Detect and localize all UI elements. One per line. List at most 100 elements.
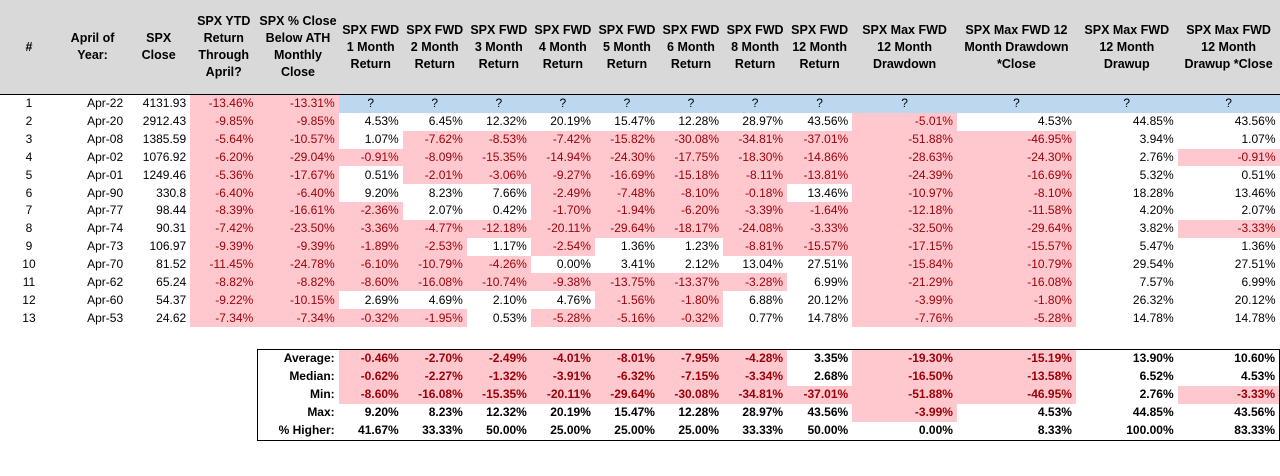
table-cell: 0.00% bbox=[556, 257, 591, 272]
table-cell: 2.10% bbox=[492, 292, 527, 307]
table-cell: Apr-01 bbox=[87, 167, 124, 182]
table-cell: 1249.46 bbox=[142, 167, 187, 182]
table-cell: -6.40% bbox=[257, 184, 339, 203]
summary-value: 4.53% bbox=[1037, 405, 1072, 420]
table-cell: -29.04% bbox=[257, 148, 339, 167]
table-cell: -8.82% bbox=[257, 273, 339, 292]
table-cell: -1.70% bbox=[530, 202, 595, 220]
table-cell: -2.53% bbox=[402, 237, 467, 256]
table-cell: -7.34% bbox=[257, 309, 339, 327]
table-header: # April of Year: SPX Close SPX YTD Return T… bbox=[0, 0, 1280, 95]
table-cell: -0.91% bbox=[1177, 148, 1280, 167]
spacer bbox=[0, 327, 1280, 350]
summary-value: 4.53% bbox=[1177, 367, 1280, 386]
table-cell: -29.64% bbox=[594, 219, 659, 238]
table-cell: -9.39% bbox=[190, 237, 258, 256]
table-cell: 1.07% bbox=[364, 132, 399, 147]
table-row: 12 Apr-60 54.37 -9.22% -10.15% 2.69% 4.69% 2.10… bbox=[0, 291, 1280, 310]
summary-value: 9.20% bbox=[364, 405, 399, 420]
table-cell: -13.81% bbox=[787, 166, 853, 185]
summary-value: -16.50% bbox=[852, 367, 957, 386]
table-cell: 8.23% bbox=[428, 185, 463, 200]
table-row: 10 Apr-70 81.52 -11.45% -24.78% -6.10% -10.79%… bbox=[0, 255, 1280, 274]
table-cell: 2 bbox=[25, 114, 33, 129]
table-cell: 2912.43 bbox=[142, 114, 187, 129]
summary-value: -20.11% bbox=[530, 385, 595, 404]
table-cell: Apr-70 bbox=[87, 257, 124, 272]
table-cell: -8.10% bbox=[956, 184, 1076, 203]
column-header: SPX Max FWD 12 Month Drawdown *Close bbox=[956, 0, 1076, 95]
summary-label: Average: bbox=[256, 348, 339, 368]
summary-value: -19.30% bbox=[852, 348, 957, 368]
table-cell: -34.81% bbox=[723, 130, 788, 149]
summary-label: Median: bbox=[256, 367, 339, 386]
summary-value: -3.99% bbox=[852, 403, 957, 422]
summary-row: Average: -0.46% -2.70% -2.49% -4.01% -8.01% -7… bbox=[0, 348, 1280, 368]
table-cell: 4.53% bbox=[364, 114, 399, 129]
table-cell: -5.28% bbox=[530, 309, 595, 327]
summary-value: -30.08% bbox=[658, 385, 724, 404]
column-header: SPX FWD 1 Month Return bbox=[338, 0, 403, 95]
table-cell: -10.97% bbox=[852, 184, 957, 203]
table-cell: 43.56% bbox=[1234, 114, 1276, 129]
table-cell: -12.18% bbox=[466, 219, 531, 238]
table-cell: 7 bbox=[25, 203, 33, 218]
table-cell: 12 bbox=[22, 292, 36, 307]
column-header: SPX Max FWD 12 Month Drawdown bbox=[852, 0, 957, 95]
summary-label: % Higher: bbox=[256, 421, 339, 441]
table-row: 5 Apr-01 1249.46 -5.36% -17.67% 0.51% -2.01% -3… bbox=[0, 166, 1280, 185]
table-cell: -16.61% bbox=[257, 202, 339, 220]
data-rows: 1 Apr-22 4131.93 -13.46% -13.31%????????????… bbox=[0, 94, 1280, 327]
table-cell: -9.27% bbox=[530, 166, 595, 185]
table-cell: -12.18% bbox=[852, 202, 957, 220]
table-row: 6 Apr-90 330.8 -6.40% -6.40% 9.20% 8.23% 7.66% -… bbox=[0, 184, 1280, 203]
table-cell: ? bbox=[723, 94, 788, 113]
table-cell: 0.53% bbox=[492, 310, 527, 325]
table-cell: -7.48% bbox=[594, 184, 659, 203]
table-cell: -8.39% bbox=[190, 202, 258, 220]
table-cell: -3.33% bbox=[1177, 219, 1280, 238]
table-cell: Apr-62 bbox=[87, 274, 124, 289]
table-cell: -10.79% bbox=[956, 255, 1076, 274]
table-cell: -5.01% bbox=[852, 112, 957, 131]
column-header: April of Year: bbox=[57, 0, 128, 95]
summary-value: 12.32% bbox=[486, 405, 527, 420]
table-cell: -2.01% bbox=[402, 166, 467, 185]
summary-value: 33.33% bbox=[723, 421, 788, 441]
table-cell: 1076.92 bbox=[142, 149, 187, 164]
summary-row: % Higher: 41.67% 33.33% 50.00% 25.00% 25.00% 2… bbox=[0, 421, 1280, 441]
column-header: SPX FWD 3 Month Return bbox=[466, 0, 531, 95]
table-cell: 4.20% bbox=[1139, 203, 1174, 218]
table-row: 2 Apr-20 2912.43 -9.85% -9.85% 4.53% 6.45% 12.3… bbox=[0, 112, 1280, 131]
table-row: 13 Apr-53 24.62 -7.34% -7.34% -0.32% -1.95% 0.5… bbox=[0, 309, 1280, 327]
column-header: SPX FWD 4 Month Return bbox=[530, 0, 595, 95]
table-row: 8 Apr-74 90.31 -7.42% -23.50% -3.36% -4.77% -12… bbox=[0, 219, 1280, 238]
summary-row: Max: 9.20% 8.23% 12.32% 20.19% 15.47% 12.28% 28… bbox=[0, 403, 1280, 422]
table-cell: -28.63% bbox=[852, 148, 957, 167]
table-cell: -1.56% bbox=[594, 291, 659, 310]
table-cell: -11.58% bbox=[956, 202, 1076, 220]
table-cell: -15.57% bbox=[787, 237, 853, 256]
summary-label: Max: bbox=[256, 403, 339, 422]
summary-value: 83.33% bbox=[1177, 421, 1280, 441]
table-cell: -16.08% bbox=[956, 273, 1076, 292]
table-cell: 2.69% bbox=[364, 292, 399, 307]
table-cell: 20.12% bbox=[807, 292, 849, 307]
table-cell: 2.12% bbox=[685, 257, 720, 272]
table-cell: -6.20% bbox=[658, 202, 724, 220]
table-cell: -9.22% bbox=[190, 291, 258, 310]
table-cell: 9.20% bbox=[364, 185, 399, 200]
table-cell: -37.01% bbox=[787, 130, 853, 149]
table-cell: 0.51% bbox=[1241, 167, 1276, 182]
table-cell: 18.28% bbox=[1132, 185, 1174, 200]
table-cell: 7.66% bbox=[492, 185, 527, 200]
table-cell: 20.12% bbox=[1234, 292, 1276, 307]
table-cell: -6.10% bbox=[338, 255, 403, 274]
table-cell: 90.31 bbox=[156, 221, 187, 236]
summary-value: -8.01% bbox=[594, 348, 659, 368]
column-header: SPX FWD 6 Month Return bbox=[658, 0, 724, 95]
summary-value: -2.70% bbox=[402, 348, 467, 368]
column-header: SPX Close bbox=[127, 0, 191, 95]
table-cell: ? bbox=[594, 94, 659, 113]
